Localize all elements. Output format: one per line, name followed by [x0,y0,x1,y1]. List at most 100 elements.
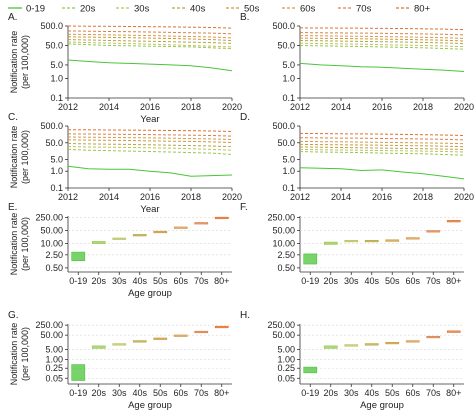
y-tick-label-2-0: 0.1 [50,183,63,193]
range-bar-7-3 [364,343,379,346]
x-tick-label-2-0: 2012 [58,192,78,202]
y-tick-label-7-0: 0.05 [277,373,295,383]
x-tick-label-4-2: 30s [112,276,127,286]
series-line-1-4 [299,37,465,42]
range-bar-4-3 [132,234,147,237]
range-bar-5-2 [344,239,359,243]
series-line-1-2 [299,42,465,48]
series-line-2-2 [67,146,233,151]
y-tick-label-3-0: 0.1 [282,183,295,193]
y-tick-label-5-0: 0.50 [277,263,295,273]
series-line-1-3 [299,40,465,45]
y-axis-label2-0: (per 100,000) [20,35,30,89]
y-tick-label-3-3: 50.0 [277,138,295,148]
y-axis-label2-4: (per 100,000) [20,217,30,271]
range-bar-5-5 [405,237,420,240]
x-axis-label-2: Year [140,204,159,215]
y-tick-label-7-1: 0.25 [277,363,295,373]
x-tick-label-2-3: 2018 [181,192,201,202]
series-line-0-4 [67,36,233,41]
series-line-3-0 [299,167,465,180]
y-tick-label-1-3: 50.0 [277,40,295,50]
series-line-2-1 [67,148,233,155]
x-tick-label-5-7: 80+ [446,276,461,286]
range-bar-4-5 [173,226,188,229]
series-line-3-1 [299,151,465,156]
y-tick-label-6-4: 50.00 [40,330,63,340]
x-tick-label-4-6: 70s [194,276,209,286]
panel-label-7: H. [240,310,250,321]
y-tick-label-2-1: 1.0 [50,166,63,176]
x-tick-label-0-3: 2018 [181,102,201,112]
range-bar-5-6 [426,230,441,233]
range-bar-4-2 [112,237,127,240]
range-bar-7-4 [385,341,400,345]
x-tick-label-4-5: 60s [173,276,188,286]
x-tick-label-5-0: 0-19 [301,276,319,286]
series-line-3-6 [299,137,465,141]
series-line-0-1 [67,43,233,50]
series-line-3-7 [299,132,465,136]
x-tick-label-5-5: 60s [405,276,420,286]
series-line-1-7 [299,27,465,31]
series-line-2-6 [67,133,233,137]
x-tick-label-4-3: 40s [132,276,147,286]
y-tick-label-1-0: 0.1 [282,93,295,103]
y-tick-label-0-2: 5.0 [50,60,63,70]
range-bar-6-2 [112,343,127,346]
y-tick-label-4-4: 250.00 [35,212,63,222]
legend-label-5: 60s [300,4,316,15]
y-tick-label-6-3: 5.00 [45,345,63,355]
x-tick-label-0-2: 2016 [140,102,160,112]
range-bar-6-1 [91,345,106,349]
x-tick-label-0-4: 2020 [222,102,242,112]
x-tick-label-7-6: 70s [426,388,441,398]
panel-label-0: A. [8,12,17,23]
y-axis-label-4: Notification rate [9,213,19,276]
x-tick-label-7-3: 40s [364,388,379,398]
x-tick-label-6-2: 30s [112,388,127,398]
y-tick-label-0-0: 0.1 [50,93,63,103]
y-tick-label-1-1: 1.0 [282,74,295,84]
series-line-1-1 [299,45,465,50]
x-tick-label-2-1: 2014 [99,192,119,202]
y-tick-label-4-0: 0.50 [45,263,63,273]
y-tick-label-6-2: 1.00 [45,355,63,365]
y-tick-label-2-4: 500.0 [40,121,63,131]
x-tick-label-6-1: 20s [91,388,106,398]
range-bar-7-7 [446,330,461,333]
series-line-1-5 [299,35,465,39]
series-line-0-5 [67,33,233,39]
y-tick-label-7-2: 1.00 [277,355,295,365]
panel-label-2: C. [8,112,18,123]
range-bar-7-1 [323,345,338,349]
range-bar-6-4 [153,337,168,340]
y-axis-label-2: Notification rate [9,126,19,189]
series-line-3-2 [299,148,465,153]
range-bar-6-0 [71,364,86,381]
x-tick-label-7-2: 30s [344,388,359,398]
x-tick-label-3-3: 2018 [413,192,433,202]
series-line-0-7 [67,25,233,29]
panel-label-1: B. [240,12,249,23]
x-tick-label-1-2: 2016 [372,102,392,112]
x-axis-label-6: Age group [128,400,172,411]
range-bar-7-2 [344,344,359,347]
range-bar-7-0 [303,366,318,374]
range-bar-4-4 [153,230,168,234]
x-tick-label-3-1: 2014 [331,192,351,202]
y-tick-label-4-1: 2.50 [45,250,63,260]
range-bar-5-1 [323,241,338,245]
y-tick-label-2-2: 5.0 [50,155,63,165]
y-tick-label-3-2: 5.0 [282,155,295,165]
x-tick-label-3-0: 2012 [290,192,310,202]
series-line-2-7 [67,129,233,132]
panel-label-6: G. [8,310,19,321]
x-tick-label-6-7: 80+ [214,388,229,398]
range-bar-7-5 [405,340,420,343]
x-tick-label-3-2: 2016 [372,192,392,202]
range-bar-5-3 [364,239,379,243]
range-bar-4-7 [214,216,229,220]
y-tick-label-5-3: 50.00 [272,226,295,236]
